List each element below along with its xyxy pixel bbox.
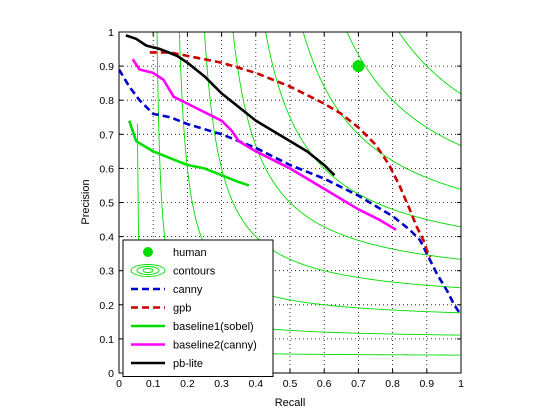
y-tick-label: 0	[108, 368, 114, 380]
series-line-canny	[119, 68, 461, 316]
y-tick-label: 1	[108, 27, 114, 39]
series-lines	[119, 34, 461, 316]
x-tick-label: 0.1	[146, 378, 161, 390]
legend-label: human	[173, 247, 207, 259]
y-axis-title: Precision	[80, 179, 92, 224]
y-tick-label: 0.9	[99, 61, 114, 73]
y-tick-label: 0.2	[99, 300, 114, 312]
y-tick-label: 0.7	[99, 129, 114, 141]
x-axis-title: Recall	[275, 397, 306, 409]
legend-swatch-contours	[142, 268, 154, 273]
x-tick-label: 0.8	[385, 378, 400, 390]
legend-label: contours	[173, 266, 216, 278]
x-tick-label: 0.7	[351, 378, 366, 390]
series-line-baseline1-sobel	[128, 120, 250, 187]
y-tick-label: 0.5	[99, 198, 114, 210]
contour-line	[346, 32, 461, 146]
legend-label: pb-lite	[173, 358, 203, 370]
x-tick-label: 0.3	[214, 378, 229, 390]
y-tick-label: 0.8	[99, 95, 114, 107]
x-tick-label: 0.6	[317, 378, 332, 390]
human-point	[352, 60, 365, 73]
contour-line	[398, 32, 461, 95]
x-tick-label: 0.5	[283, 378, 298, 390]
axis-ticks: 0 0.1 0.2 0.3 0.4 0.5 0.6 0.7 0.8 0.9 1 0 0.1 0.2 0.3 0…	[99, 27, 464, 390]
y-tick-label: 0.4	[99, 232, 114, 244]
x-tick-label: 0	[116, 378, 122, 390]
legend-label: baseline2(canny)	[173, 340, 257, 352]
x-tick-label: 0.9	[419, 378, 434, 390]
y-tick-label: 0.3	[99, 266, 114, 278]
plot-frame	[118, 31, 462, 374]
contour-line	[204, 32, 461, 289]
legend: human contours canny gpb baseline1(sobel) bas…	[122, 239, 274, 377]
y-tick-label: 0.1	[99, 334, 114, 346]
x-tick-label: 0.2	[180, 378, 195, 390]
contour-line	[302, 32, 461, 190]
contour-line	[232, 32, 461, 260]
legend-label: gpb	[173, 303, 191, 315]
x-tick-label: 1	[458, 378, 464, 390]
legend-swatch-contours	[130, 264, 166, 277]
series-line-pb-lite	[125, 34, 336, 177]
y-tick-label: 0.6	[99, 163, 114, 175]
series-line-baseline2-canny	[131, 58, 397, 231]
x-tick-label: 0.4	[248, 378, 263, 390]
legend-swatch-contours	[136, 266, 160, 275]
legend-label: baseline1(sobel)	[173, 321, 254, 333]
legend-label: canny	[173, 284, 203, 296]
contour-line	[265, 32, 461, 228]
series-line-gpb	[149, 51, 432, 258]
legend-swatch-human	[143, 247, 153, 257]
